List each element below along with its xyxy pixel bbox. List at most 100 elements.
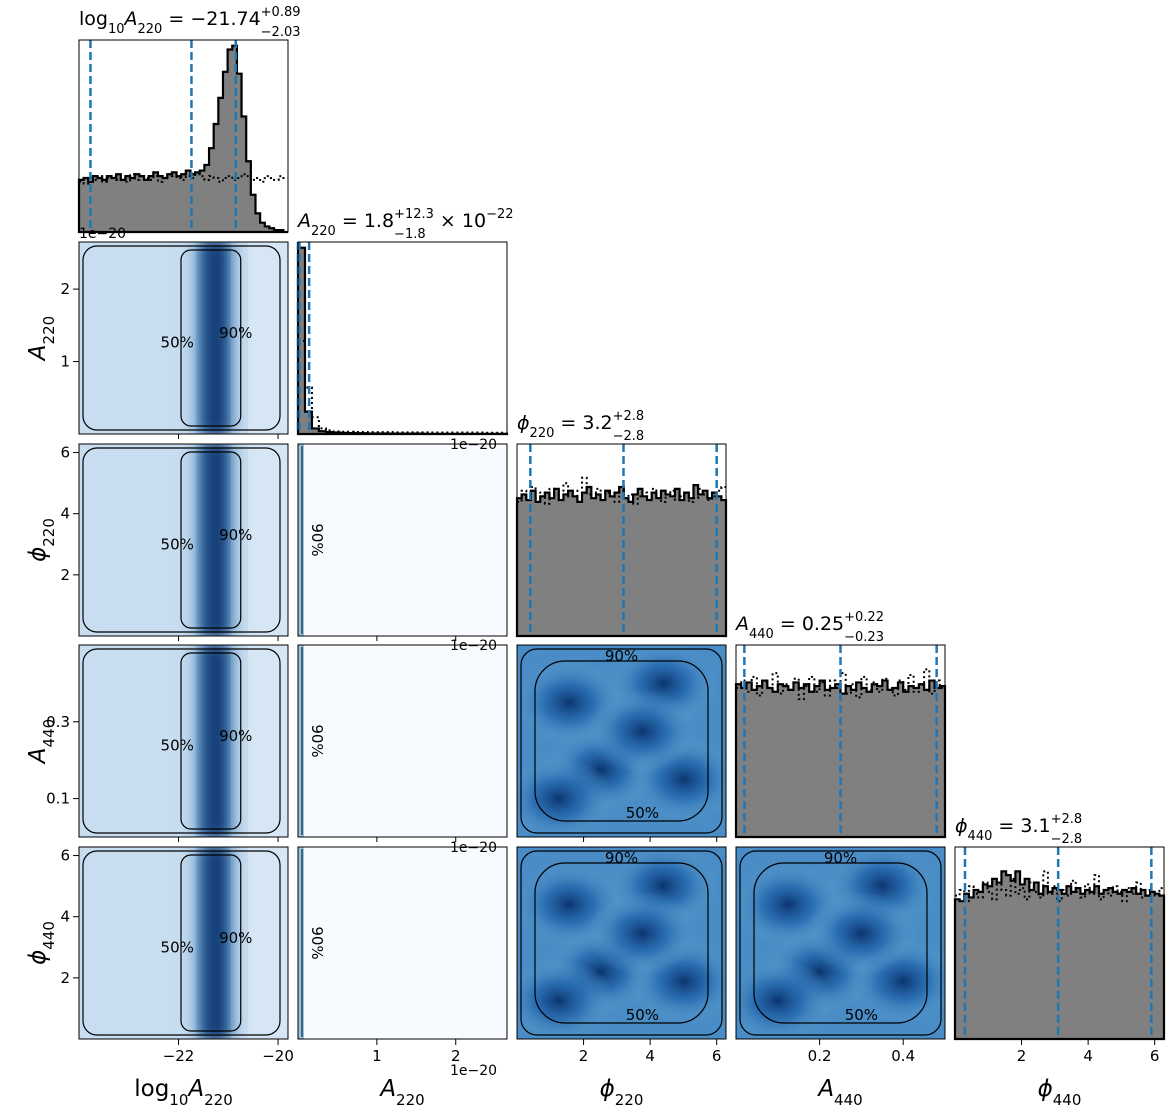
x-tick-label: −20 [262, 1047, 294, 1065]
contour-50 [180, 652, 242, 830]
y-tick-label: 1 [60, 353, 70, 371]
panel-2d-A440-phi440: 50% 90% [735, 846, 946, 1040]
contour-label-90: 90% [308, 724, 326, 757]
panel-frame [735, 846, 946, 1040]
label-symbol: A [25, 344, 51, 362]
title-sub: 10 [108, 22, 125, 37]
panel-2d-log10_A220-A220: 50% 90% [78, 241, 289, 435]
x-tick-label: 2 [579, 1047, 589, 1065]
density-blob [736, 958, 833, 1039]
label-sub: 440 [40, 921, 58, 950]
x-tick-label: 6 [712, 1047, 722, 1065]
label-symbol: ϕ [25, 547, 51, 562]
contour-90 [739, 850, 942, 1036]
panel-frame [78, 443, 289, 637]
x-tick-label: 1 [372, 1047, 382, 1065]
panel-frame [297, 241, 508, 435]
title-upper: +2.8 [1051, 812, 1083, 827]
title-value: = 0.25 [774, 613, 844, 635]
panel-1d-phi440 [953, 846, 1166, 1041]
title-symbol: A [296, 210, 311, 232]
panel-2d-phi220-phi440: 50% 90% [516, 846, 727, 1040]
title-symbol: A [734, 613, 749, 635]
x-tick-label: 2 [1017, 1047, 1027, 1065]
density-edge [298, 847, 304, 1039]
title-lower: −2.03 [261, 25, 301, 40]
title-value: = 1.8 [336, 210, 394, 232]
density-layer [79, 645, 288, 837]
prior-histogram [79, 173, 288, 185]
y-tick-label: 2 [60, 280, 70, 298]
density-layer [298, 645, 304, 837]
label-sub: 220 [204, 1091, 233, 1109]
density-edge [298, 444, 304, 636]
panel-1d-phi220 [515, 443, 728, 638]
panel-frame [297, 846, 508, 1040]
title-prefix: log [79, 8, 108, 30]
title-value: = 3.1 [992, 815, 1050, 837]
density-layer [298, 847, 304, 1039]
panel-1d-A440 [734, 644, 947, 839]
contour-label-50: 50% [161, 737, 194, 755]
panel-2d-A220-phi440: 90% [297, 846, 508, 1040]
contour-label-50: 50% [161, 939, 194, 957]
panel-frame [516, 443, 727, 637]
title-lower: −2.8 [613, 429, 645, 444]
density-blob [806, 891, 917, 976]
contour-label-90: 90% [219, 526, 252, 544]
density-layer [298, 444, 304, 636]
panel-1d-log10_A220 [77, 39, 289, 234]
y-tick-label: 0.1 [46, 790, 70, 808]
title-value: = 3.2 [554, 412, 612, 434]
label-symbol: ϕ [25, 950, 51, 965]
panel-frame [735, 644, 946, 838]
panel-background [298, 645, 507, 837]
panel-frame [516, 846, 727, 1040]
y-axis-label: ϕ440 [25, 921, 58, 965]
label-sub: 220 [615, 1091, 644, 1109]
x-tick-label: 6 [1150, 1047, 1160, 1065]
x-tick-label: 4 [645, 1047, 655, 1065]
y-axis-label: A440 [25, 719, 58, 765]
title-upper: +2.8 [613, 409, 645, 424]
title-symbol: ϕ [955, 815, 968, 837]
contour-label-90: 90% [605, 647, 638, 665]
prior-histogram [517, 476, 726, 505]
label-symbol: A [816, 1076, 834, 1102]
contour-label-50: 50% [161, 334, 194, 352]
contour-50 [180, 854, 242, 1032]
offset-text: 1e−20 [79, 226, 126, 242]
title-sub: 220 [311, 224, 336, 239]
label-symbol: A [378, 1076, 396, 1102]
contour-label-90: 90% [308, 926, 326, 959]
contour-50 [534, 660, 709, 822]
x-tick-label: 4 [1083, 1047, 1093, 1065]
y-tick-label: 0.3 [46, 713, 70, 731]
contour-label-90: 90% [605, 849, 638, 867]
x-tick-label: 2 [451, 1047, 461, 1065]
panel-frame [78, 846, 289, 1040]
y-tick-label: 2 [60, 566, 70, 584]
panel-background [298, 847, 507, 1039]
title-symbol: A [123, 8, 138, 30]
panel-background [298, 242, 507, 434]
x-axis-label: ϕ220 [600, 1076, 644, 1109]
panel-1d-A220 [296, 241, 509, 436]
density-layer [517, 645, 726, 837]
label-symbol: ϕ [600, 1076, 615, 1102]
contour-90 [82, 447, 281, 633]
title-sub: 220 [530, 426, 555, 441]
density-core [200, 847, 226, 1039]
title-lower: −0.23 [844, 630, 884, 645]
density-blob [587, 891, 698, 976]
panel-frame [297, 443, 508, 637]
contour-label-50: 50% [845, 1006, 878, 1024]
panel-2d-log10_A220-phi440: 50% 90% [78, 846, 289, 1040]
contour-90 [82, 850, 281, 1036]
x-axis-label: A220 [378, 1076, 424, 1109]
panel-title: ϕ440 = 3.1+2.8 [955, 812, 1082, 844]
label-sub: 220 [40, 518, 58, 547]
contour-50 [180, 451, 242, 629]
density-layer [79, 847, 288, 1039]
contour-label-90: 90% [219, 324, 252, 342]
